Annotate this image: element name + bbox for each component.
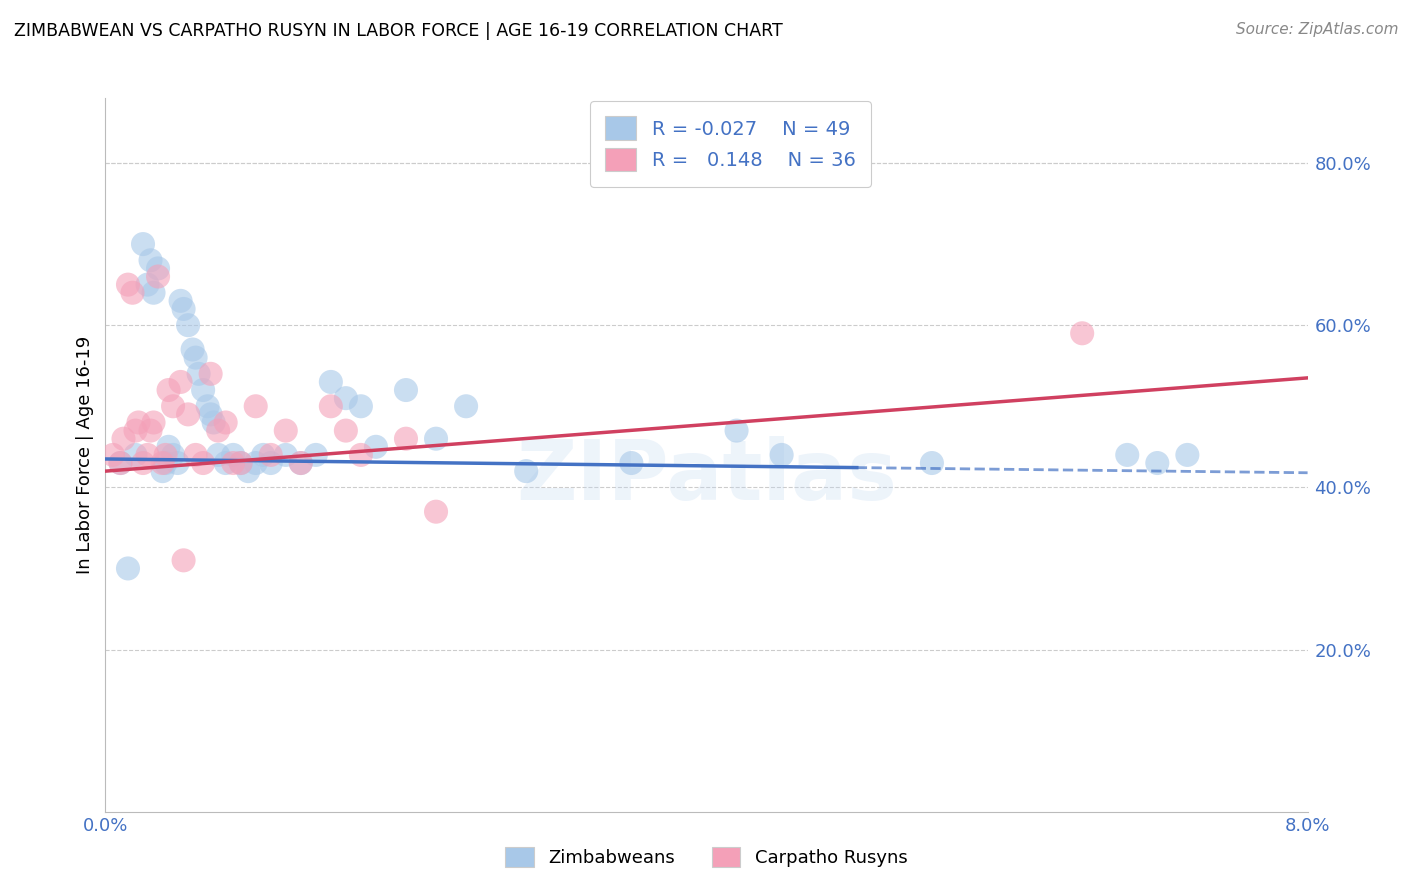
Point [335,424,357,438]
Point [1116,448,1139,462]
Point [152,464,174,478]
Point [101,448,124,462]
Point [229,456,252,470]
Point [110,456,132,470]
Point [184,351,207,365]
Point [350,399,373,413]
Point [146,261,169,276]
Point [200,367,222,381]
Point [335,391,357,405]
Point [245,399,267,413]
Legend: Zimbabweans, Carpatho Rusyns: Zimbabweans, Carpatho Rusyns [498,839,915,874]
Point [238,464,260,478]
Point [157,383,180,397]
Point [245,456,267,470]
Point [187,367,209,381]
Point [222,456,245,470]
Point [290,456,312,470]
Point [132,456,155,470]
Point [222,448,245,462]
Point [181,343,204,357]
Point [112,432,135,446]
Point [319,399,342,413]
Point [454,399,477,413]
Point [350,448,373,462]
Point [515,464,537,478]
Point [142,285,165,300]
Point [169,375,191,389]
Point [319,375,342,389]
Point [425,505,447,519]
Point [395,383,418,397]
Point [1071,326,1094,341]
Point [162,448,184,462]
Point [152,456,174,470]
Point [177,408,200,422]
Point [177,318,200,333]
Point [921,456,943,470]
Point [725,424,748,438]
Point [166,456,188,470]
Point [139,424,162,438]
Point [274,424,297,438]
Point [252,448,274,462]
Point [197,399,219,413]
Point [155,456,177,470]
Point [173,553,195,567]
Point [191,383,214,397]
Point [157,440,180,454]
Text: ZIMBABWEAN VS CARPATHO RUSYN IN LABOR FORCE | AGE 16-19 CORRELATION CHART: ZIMBABWEAN VS CARPATHO RUSYN IN LABOR FO… [14,22,783,40]
Point [229,456,252,470]
Point [162,399,184,413]
Point [1146,456,1168,470]
Point [207,448,229,462]
Point [260,448,283,462]
Text: Source: ZipAtlas.com: Source: ZipAtlas.com [1236,22,1399,37]
Point [305,448,328,462]
Point [142,416,165,430]
Point [117,277,139,292]
Point [395,432,418,446]
Text: ZIPatlas: ZIPatlas [516,436,897,516]
Point [425,432,447,446]
Point [136,448,159,462]
Point [274,448,297,462]
Point [770,448,793,462]
Point [121,285,143,300]
Point [260,456,283,470]
Point [117,561,139,575]
Point [364,440,387,454]
Point [191,456,214,470]
Point [146,269,169,284]
Point [214,456,236,470]
Y-axis label: In Labor Force | Age 16-19: In Labor Force | Age 16-19 [76,335,94,574]
Point [202,416,225,430]
Point [184,448,207,462]
Point [110,456,132,470]
Point [155,448,177,462]
Point [136,277,159,292]
Point [124,448,146,462]
Point [200,408,222,422]
Point [139,253,162,268]
Point [128,416,150,430]
Point [290,456,312,470]
Point [124,424,146,438]
Point [214,416,236,430]
Point [1175,448,1198,462]
Point [132,237,155,252]
Point [207,424,229,438]
Point [169,293,191,308]
Point [173,301,195,316]
Point [620,456,643,470]
